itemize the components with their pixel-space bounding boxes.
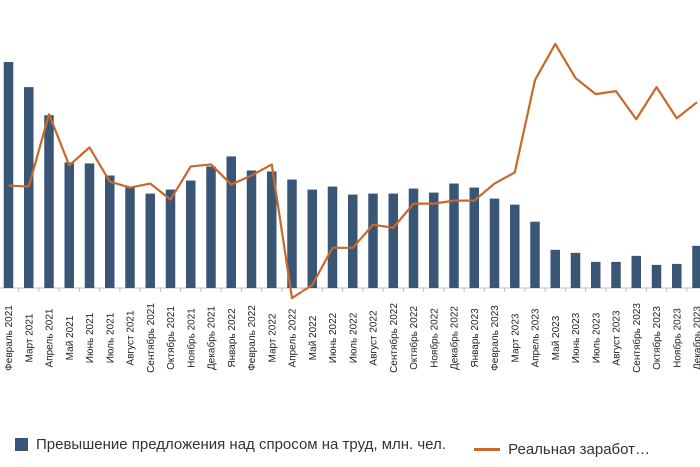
x-tick-label: Май 2022 [308,315,319,360]
x-tick-label: Июль 2023 [591,312,602,363]
x-tick-label: Декабрь 2021 [206,306,218,370]
legend-bar-label: Превышение предложения над спросом на тр… [36,436,446,453]
chart-area: Февраль 2021 Март 2021 Апрель 2021 Май 2021… [0,42,700,373]
bar-15 [307,189,317,288]
bar-7 [145,193,155,288]
x-tick-label: Октябрь 2023 [651,306,663,370]
bar-17 [348,194,358,288]
legend-item-bars: Превышение предложения над спросом на тр… [15,436,446,453]
x-tick-label: Сентябрь 2021 [145,303,157,373]
bar-28 [570,252,581,288]
bar-21 [429,192,439,288]
x-tick-label: Август 2023 [612,310,623,366]
bar-20 [408,188,419,288]
bar-27 [550,249,560,288]
x-tick-label: Июнь 2021 [85,312,96,363]
x-tick-label: Февраль 2023 [490,305,501,371]
x-tick-label: Сентябрь 2022 [388,303,400,373]
x-tick-label: Октябрь 2022 [408,306,420,370]
legend: Превышение предложения над спросом на тр… [15,436,700,462]
bar-9 [186,180,196,288]
x-tick-label: Июль 2022 [348,312,359,363]
bar-18 [368,193,378,288]
x-tick-label: Март 2023 [510,313,521,362]
bar-13 [267,171,277,288]
x-tick-label: Февраль 2022 [247,305,258,371]
bar-31 [631,255,641,288]
legend-line-swatch [474,448,501,451]
bar-30 [611,261,621,288]
x-tick-label: Январь 2022 [227,308,238,368]
legend-item-line: Реальная заработ… [474,441,650,458]
x-tick-label: Апрель 2023 [531,308,542,367]
bar-23 [469,187,479,288]
x-tick-label: Декабрь 2023 [692,306,700,370]
x-tick-label: Октябрь 2021 [165,306,177,370]
x-axis-labels: Февраль 2021 Март 2021 Апрель 2021 Май 2021… [4,303,700,373]
x-tick-label: Декабрь 2022 [449,306,461,370]
bar-8 [165,189,176,288]
bar-5 [105,175,115,288]
bar-0 [3,62,14,288]
legend-line-label: Реальная заработ… [508,441,651,458]
x-tick-label: Ноябрь 2021 [185,308,197,368]
x-tick-label: Май 2023 [551,315,562,360]
x-tick-label: Март 2022 [267,313,278,362]
bar-14 [287,179,297,288]
bar-29 [591,261,601,288]
x-tick-label: Июнь 2022 [328,312,339,363]
x-tick-label: Сентябрь 2023 [631,303,643,373]
x-tick-label: Ноябрь 2022 [428,308,440,368]
x-tick-label: Февраль 2021 [4,305,15,371]
bar-2 [44,115,54,289]
x-tick-label: Апрель 2022 [288,308,299,367]
bar-24 [489,198,500,288]
bar-25 [510,204,520,288]
x-tick-label: Август 2021 [126,310,137,366]
bar-33 [672,263,682,288]
bar-12 [246,170,257,288]
bar-16 [327,186,338,288]
bar-34 [692,245,700,288]
legend-bar-swatch [15,438,28,451]
bar-22 [449,183,459,288]
bar-32 [651,264,662,288]
bar-10 [206,166,216,288]
x-tick-label: Июль 2021 [105,312,116,363]
x-tick-label: Июнь 2023 [571,312,582,363]
x-tick-label: Апрель 2021 [45,308,56,367]
bar-4 [84,163,95,288]
line-series [8,42,698,300]
bar-series [3,62,700,289]
bar-3 [64,162,74,288]
bar-26 [530,221,540,288]
bar-6 [125,186,135,288]
x-tick-label: Март 2021 [24,313,35,362]
x-tick-label: Январь 2023 [470,308,481,368]
x-tick-label: Август 2022 [369,310,380,366]
x-tick-label: Ноябрь 2023 [671,308,683,368]
bar-11 [226,156,236,288]
x-axis-ticks [18,288,688,292]
bar-19 [388,193,398,288]
x-tick-label: Май 2021 [65,315,76,360]
